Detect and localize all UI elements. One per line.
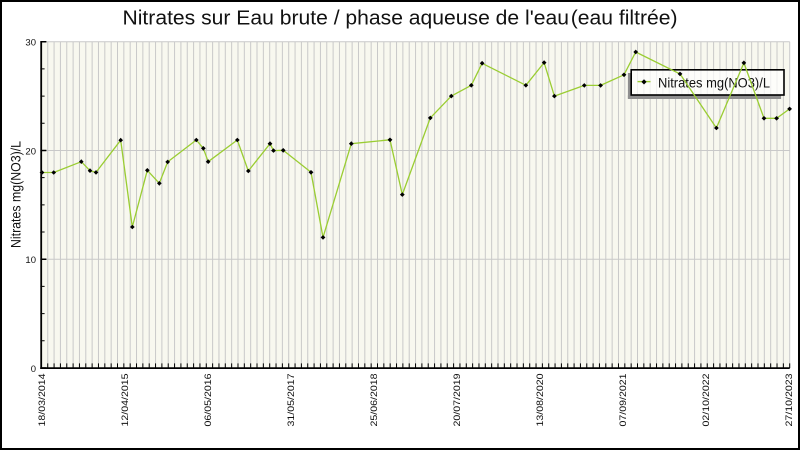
svg-text:27/10/2023: 27/10/2023 [784,374,795,427]
svg-text:18/03/2014: 18/03/2014 [37,374,48,427]
svg-text:02/10/2022: 02/10/2022 [701,374,712,427]
svg-text:30: 30 [25,38,36,49]
svg-text:07/09/2021: 07/09/2021 [618,374,629,427]
svg-text:25/06/2018: 25/06/2018 [369,374,380,427]
svg-text:13/08/2020: 13/08/2020 [535,374,546,427]
svg-text:06/05/2016: 06/05/2016 [203,374,214,427]
svg-text:20: 20 [25,146,36,157]
svg-text:Nitrates mg(NO3)/L: Nitrates mg(NO3)/L [9,141,24,248]
svg-text:10: 10 [25,255,36,266]
svg-text:31/05/2017: 31/05/2017 [286,374,297,427]
svg-text:0: 0 [31,364,36,375]
svg-text:20/07/2019: 20/07/2019 [452,374,463,427]
svg-text:Nitrates sur Eau brute / phase: Nitrates sur Eau brute / phase aqueuse d… [123,7,678,30]
svg-text:Nitrates mg(NO3)/L: Nitrates mg(NO3)/L [658,74,770,90]
svg-text:12/04/2015: 12/04/2015 [120,374,131,427]
